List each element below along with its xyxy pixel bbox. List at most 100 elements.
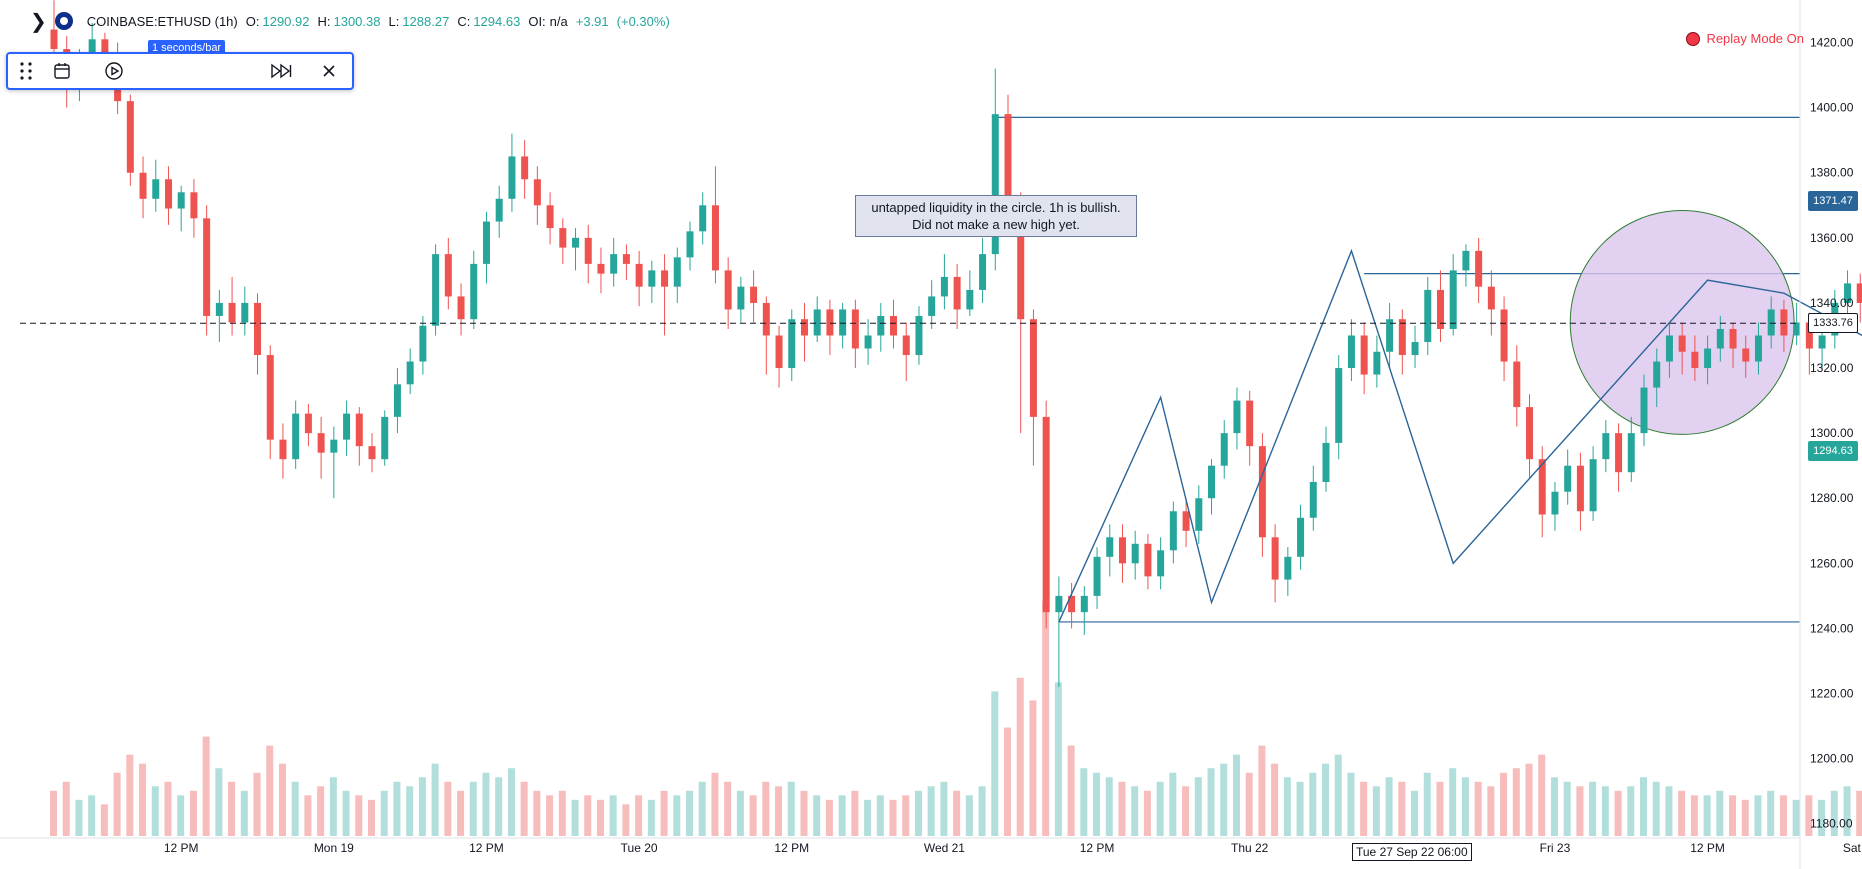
expand-icon[interactable]: ❯ bbox=[30, 10, 47, 33]
volume-bar bbox=[50, 790, 57, 836]
candle-body bbox=[902, 335, 910, 356]
candle-body bbox=[1436, 289, 1444, 329]
text-annotation[interactable]: untapped liquidity in the circle. 1h is … bbox=[855, 195, 1137, 237]
volume-bar bbox=[1118, 781, 1126, 836]
candle-body bbox=[1093, 556, 1101, 596]
candle-body bbox=[1284, 556, 1292, 580]
play-icon[interactable] bbox=[100, 58, 128, 84]
volume-bar bbox=[978, 786, 986, 836]
volume-bar bbox=[240, 790, 248, 836]
candle-body bbox=[1246, 400, 1254, 447]
volume-bar bbox=[88, 795, 96, 836]
crosshair-date-label: Tue 27 Sep 22 06:00 bbox=[1352, 843, 1472, 861]
candle-body bbox=[597, 263, 605, 274]
volume-bar bbox=[749, 795, 757, 836]
y-tick-label: 1400.00 bbox=[1810, 101, 1854, 115]
volume-bar bbox=[1004, 727, 1011, 836]
candle-body bbox=[1704, 348, 1712, 369]
calendar-icon[interactable] bbox=[48, 58, 76, 84]
x-tick-label: 12 PM bbox=[774, 841, 809, 855]
replay-mode-indicator[interactable]: Replay Mode On bbox=[1686, 31, 1804, 46]
volume-bar bbox=[698, 781, 706, 836]
candle-body bbox=[1475, 250, 1483, 287]
x-tick-label: Tue 20 bbox=[621, 841, 658, 855]
volume-bar bbox=[1652, 781, 1660, 836]
close-value: 1294.63 bbox=[473, 13, 521, 29]
candle-body bbox=[1602, 433, 1610, 460]
volume-bar bbox=[1398, 781, 1406, 836]
candle-body bbox=[610, 254, 618, 274]
volume-bar bbox=[1525, 763, 1533, 836]
change-percent: (+0.30%) bbox=[616, 13, 670, 29]
y-tick-label: 1380.00 bbox=[1810, 166, 1854, 180]
candle-body bbox=[101, 39, 109, 53]
volume-bar bbox=[1563, 781, 1571, 836]
candle-body bbox=[368, 446, 376, 460]
volume-bar bbox=[1309, 772, 1317, 836]
candle-body bbox=[1805, 322, 1813, 349]
volume-bar bbox=[1487, 786, 1495, 836]
volume-bar bbox=[202, 736, 210, 836]
volume-bar bbox=[1258, 745, 1266, 836]
candle-body bbox=[1665, 335, 1673, 362]
volume-bar bbox=[329, 777, 337, 836]
candle-body bbox=[1169, 511, 1177, 551]
candle-body bbox=[775, 335, 783, 369]
volume-bar bbox=[1283, 777, 1291, 836]
volume-bar bbox=[215, 768, 223, 836]
volume-bar bbox=[673, 795, 681, 836]
volume-bar bbox=[1627, 786, 1635, 836]
volume-bar bbox=[1207, 768, 1215, 836]
y-tick-label: 1180.00 bbox=[1810, 817, 1853, 831]
candle-body bbox=[1157, 550, 1165, 577]
volume-bar bbox=[889, 799, 897, 836]
annotation-line-2: Did not make a new high yet. bbox=[912, 217, 1080, 232]
candle-body bbox=[1297, 517, 1305, 557]
candle-body bbox=[559, 228, 567, 248]
volume-bar bbox=[1856, 790, 1862, 836]
volume-bar bbox=[1538, 754, 1546, 836]
candle-body bbox=[1678, 335, 1686, 352]
volume-bar bbox=[1220, 763, 1228, 836]
candle-body bbox=[126, 101, 134, 173]
candle-body bbox=[750, 286, 758, 303]
candle-body bbox=[546, 205, 554, 229]
candle-body bbox=[1513, 361, 1521, 408]
candle-body bbox=[1208, 465, 1216, 499]
candle-body bbox=[1754, 335, 1762, 362]
volume-bar bbox=[647, 799, 655, 836]
drag-handle-icon[interactable] bbox=[14, 58, 38, 84]
symbol-title[interactable]: COINBASE:ETHUSD (1h) bbox=[86, 13, 238, 29]
x-tick-label: 12 PM bbox=[164, 841, 199, 855]
candle-body bbox=[1576, 465, 1584, 512]
volume-bar bbox=[1500, 772, 1508, 836]
volume-bar bbox=[851, 790, 859, 836]
volume-bar bbox=[1194, 777, 1202, 836]
volume-bar bbox=[1805, 795, 1813, 836]
open-label: O: bbox=[245, 13, 260, 29]
drawings-front[interactable] bbox=[20, 0, 1862, 838]
close-icon[interactable] bbox=[316, 58, 342, 84]
volume-bar bbox=[1016, 677, 1024, 836]
drawings[interactable] bbox=[995, 0, 1862, 838]
fast-forward-icon[interactable] bbox=[266, 58, 296, 84]
volume-bar bbox=[876, 795, 884, 836]
y-tick-label: 1240.00 bbox=[1810, 621, 1854, 635]
candle-body bbox=[953, 276, 961, 310]
volume-bar bbox=[813, 795, 821, 836]
candle-body bbox=[1335, 368, 1343, 443]
candle-body bbox=[1818, 335, 1826, 349]
crosshair-price-label: 1333.76 bbox=[1808, 313, 1858, 334]
high-value: 1300.38 bbox=[333, 13, 381, 29]
candle-body bbox=[928, 296, 936, 316]
candle-body bbox=[292, 413, 300, 460]
candle-body bbox=[1106, 537, 1114, 557]
volume-bar bbox=[1818, 799, 1826, 836]
candle-body bbox=[635, 263, 643, 287]
volume-bar bbox=[62, 781, 70, 836]
candle-body bbox=[1398, 319, 1406, 356]
volume-bar bbox=[406, 786, 414, 836]
candle-body bbox=[1538, 459, 1546, 515]
